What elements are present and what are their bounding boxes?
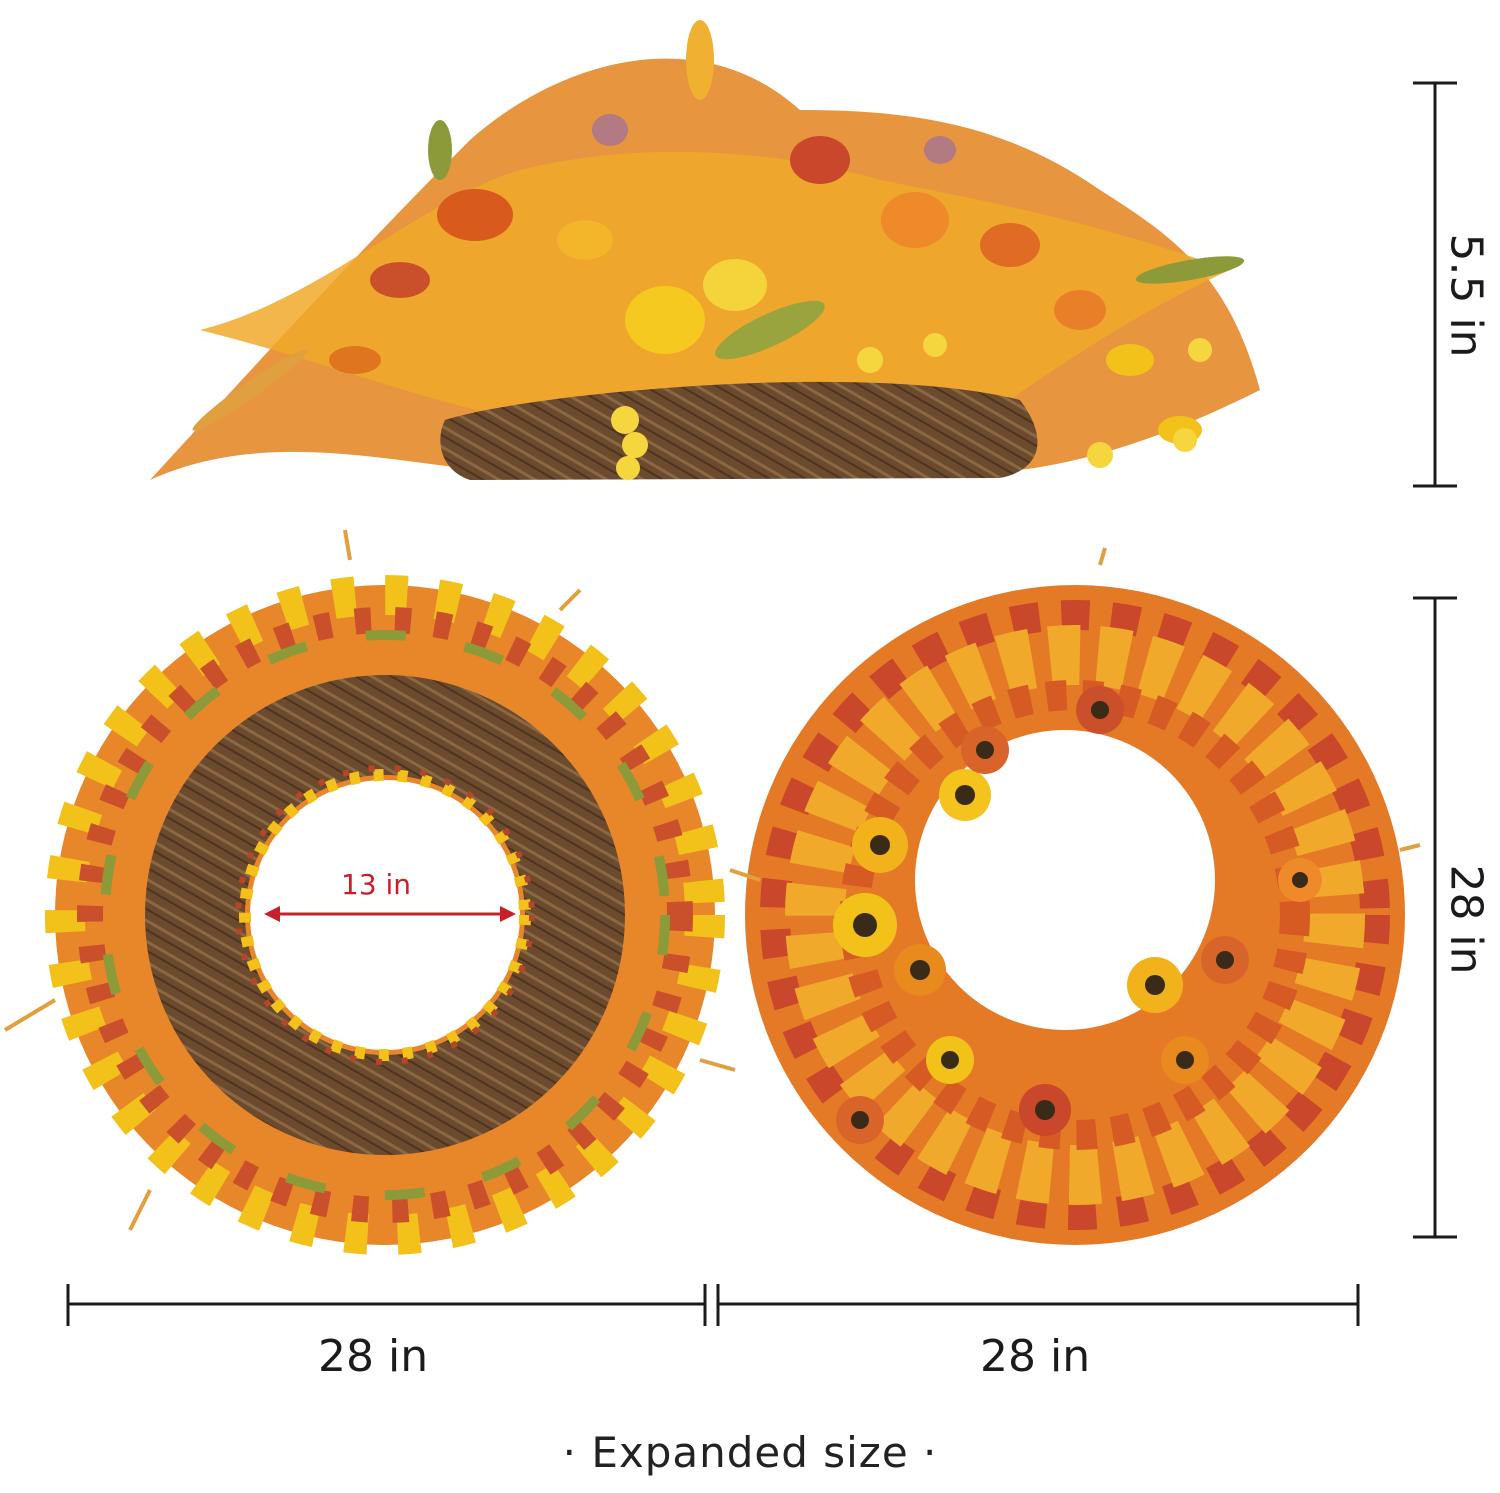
left-width-label: 28 in bbox=[318, 1331, 429, 1382]
caption: · Expanded size · bbox=[0, 1428, 1500, 1477]
right-width-label: 28 in bbox=[980, 1331, 1091, 1382]
top-swag-arrangement bbox=[150, 20, 1260, 480]
inner-diameter-label: 13 in bbox=[341, 868, 412, 901]
caption-bullet-right: · bbox=[923, 1428, 938, 1477]
right-height-label: 28 in bbox=[1440, 864, 1492, 975]
inner-diameter-arrow bbox=[264, 906, 516, 922]
right-wreath-front bbox=[729, 547, 1421, 1245]
dimension-lines bbox=[66, 81, 1457, 1326]
caption-bullet-left: · bbox=[562, 1428, 577, 1477]
top-height-label: 5.5 in bbox=[1440, 233, 1492, 358]
caption-text: Expanded size bbox=[591, 1428, 909, 1477]
